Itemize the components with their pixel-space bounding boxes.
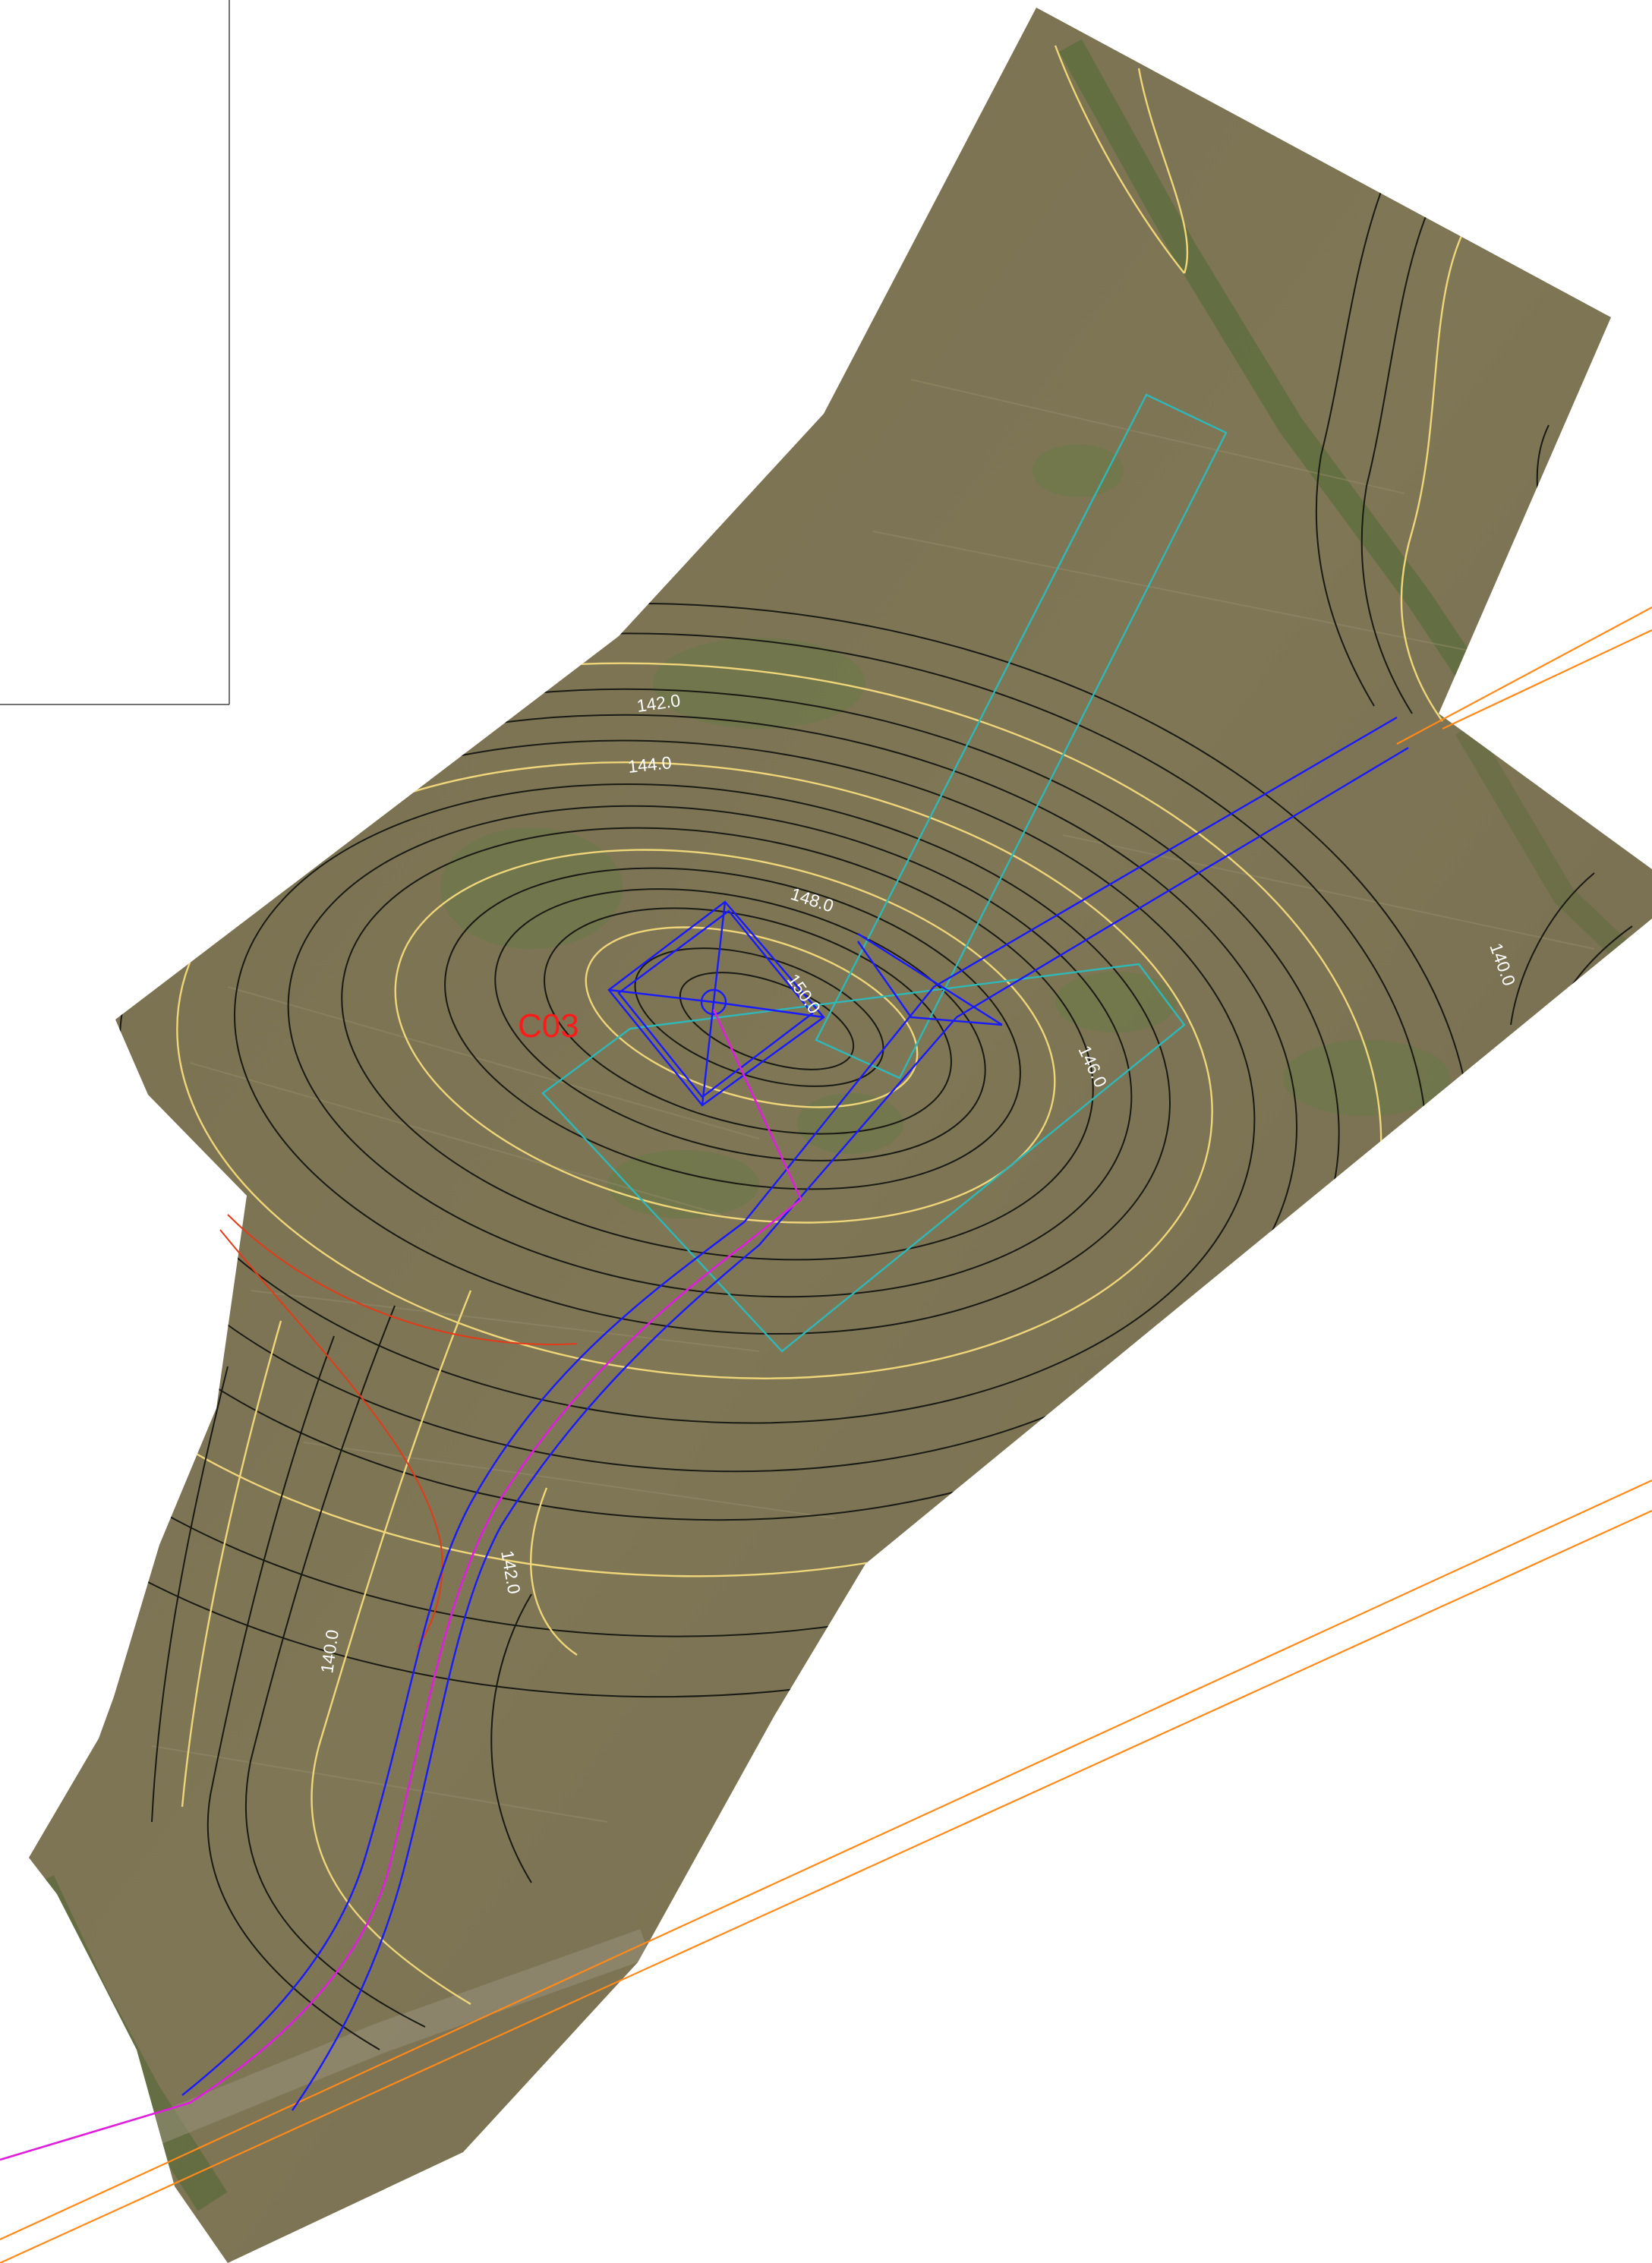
field-tracks — [151, 379, 1595, 1823]
legend-frame — [0, 0, 230, 705]
turbine-foundation — [607, 900, 1003, 1107]
powerline-corridors — [0, 607, 1652, 2263]
cable-route — [0, 1009, 802, 2161]
access-road — [181, 716, 1409, 2111]
turbine-site-label: C03 — [518, 1007, 579, 1045]
crane-platform — [541, 393, 1228, 1353]
contour-label-144-north: 144.0 — [627, 752, 673, 777]
vegetation-patches — [440, 444, 1450, 1218]
